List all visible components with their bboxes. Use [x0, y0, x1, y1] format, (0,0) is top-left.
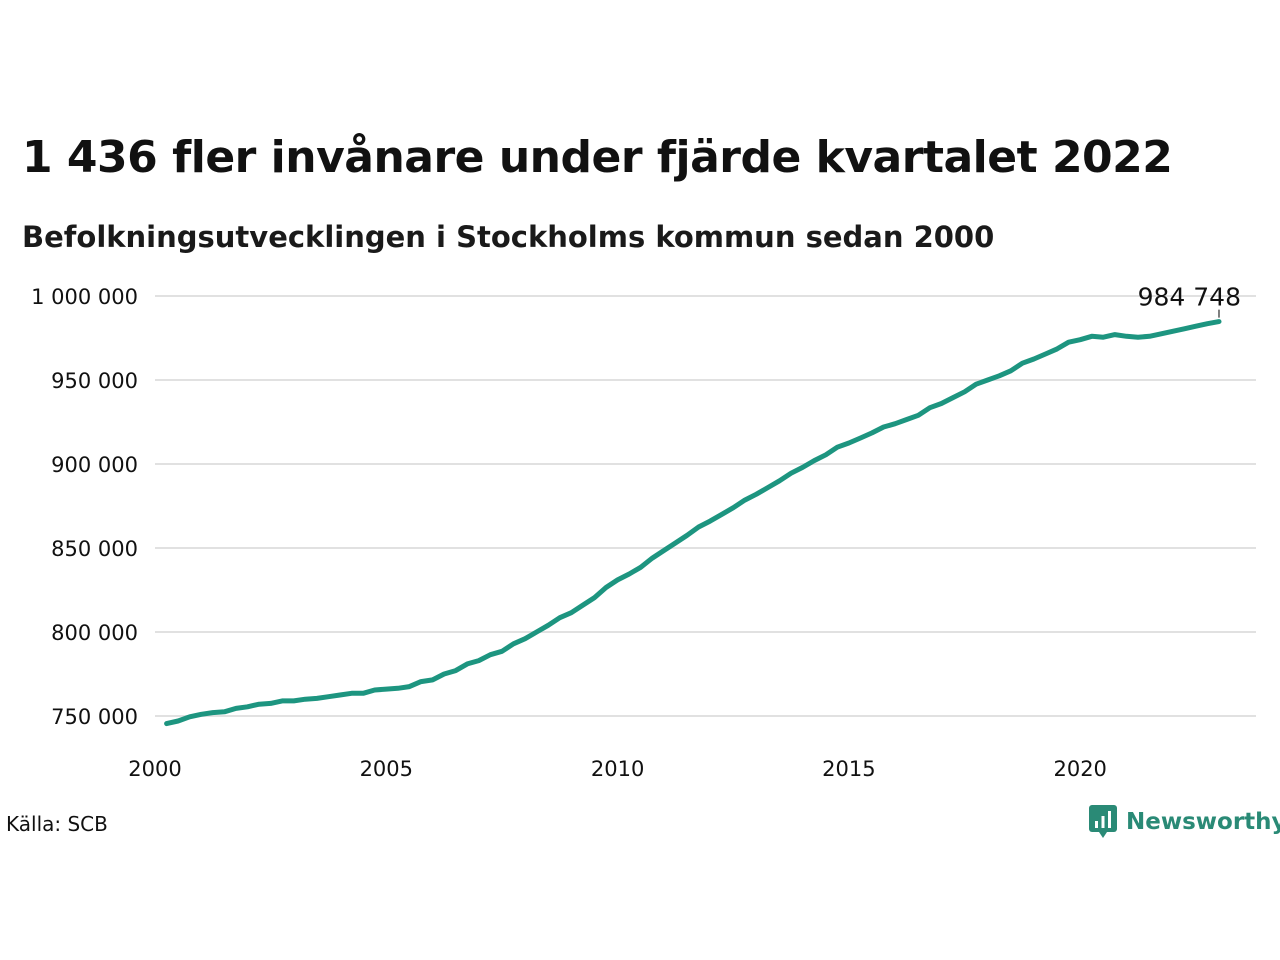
- chart-title: 1 436 fler invånare under fjärde kvartal…: [22, 132, 1173, 183]
- y-tick-label: 850 000: [51, 537, 138, 561]
- end-value-label: 984 748: [1138, 283, 1241, 312]
- y-tick-label: 950 000: [51, 369, 138, 393]
- x-tick-label: 2015: [822, 757, 875, 781]
- y-axis-tick-labels: 750 000 800 000 850 000 900 000 950 000 1 000…: [31, 285, 138, 729]
- chart-subtitle: Befolkningsutvecklingen i Stockholms kom…: [22, 220, 995, 254]
- y-tick-label: 1 000 000: [31, 285, 138, 309]
- brand-name: Newsworthy: [1126, 809, 1280, 835]
- x-tick-label: 2010: [591, 757, 644, 781]
- y-tick-label: 800 000: [51, 621, 138, 645]
- x-tick-label: 2020: [1053, 757, 1106, 781]
- y-tick-label: 750 000: [51, 705, 138, 729]
- y-tick-label: 900 000: [51, 453, 138, 477]
- x-tick-label: 2005: [360, 757, 413, 781]
- source-label: Källa: SCB: [6, 812, 108, 836]
- data-series: [164, 319, 1222, 727]
- series-line: [164, 319, 1222, 727]
- gridlines: [155, 295, 1256, 717]
- bar-chart-speech-bubble-icon: [1089, 805, 1117, 838]
- end-annotation: 984 748: [1138, 283, 1241, 318]
- brand-logo: Newsworthy: [1088, 804, 1280, 840]
- x-axis-tick-labels: 2000 2005 2010 2015 2020: [128, 757, 1107, 781]
- x-tick-label: 2000: [128, 757, 181, 781]
